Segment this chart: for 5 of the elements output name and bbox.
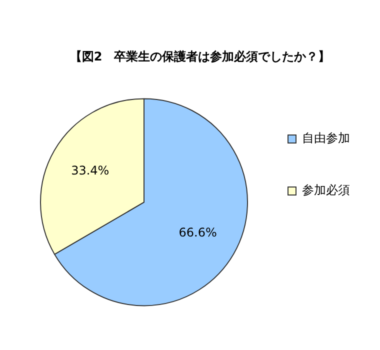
- chart-title: 【図2 卒業生の保護者は参加必須でしたか？】: [70, 49, 330, 64]
- legend-label: 自由参加: [302, 131, 350, 146]
- data-label: 33.4%: [71, 163, 110, 178]
- legend-label: 参加必須: [302, 183, 350, 198]
- data-label: 66.6%: [178, 225, 217, 240]
